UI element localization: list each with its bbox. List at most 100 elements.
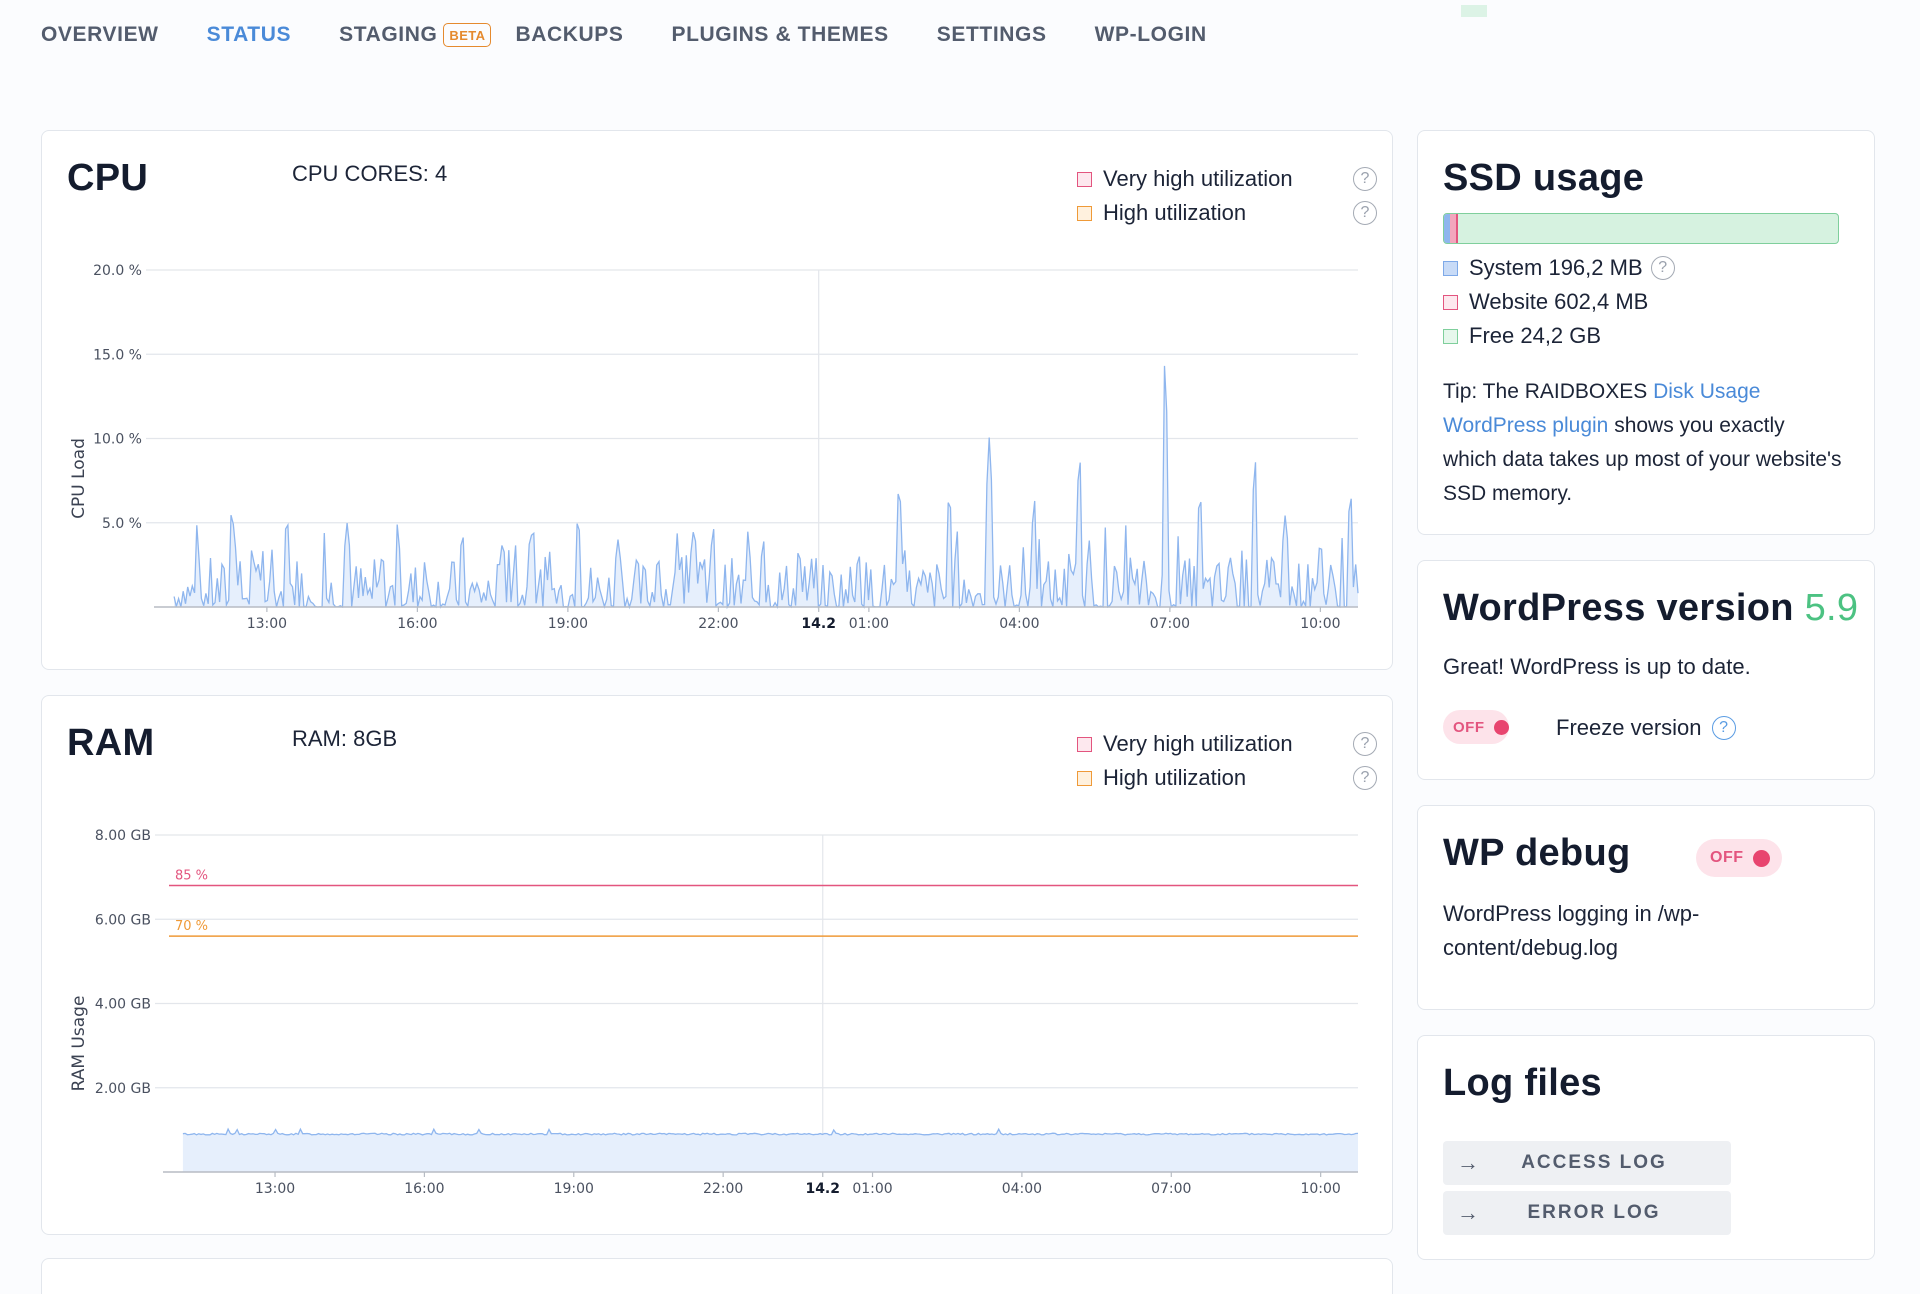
y-axis-label: RAM Usage bbox=[69, 996, 89, 1092]
y-tick-label: 6.00 GB bbox=[95, 912, 151, 928]
toggle-knob bbox=[1493, 719, 1509, 735]
ssd-system-segment bbox=[1444, 214, 1450, 243]
tab-wp-login[interactable]: WP-LOGIN bbox=[1094, 23, 1207, 46]
legend-swatch-orange bbox=[1077, 770, 1092, 786]
tip-suffix: shows you exactly which data takes up mo… bbox=[1443, 414, 1842, 505]
legend-swatch-pink bbox=[1077, 171, 1092, 187]
ssd-website-segment bbox=[1450, 214, 1458, 243]
help-icon[interactable]: ? bbox=[1353, 167, 1377, 191]
tab-plugins-themes[interactable]: PLUGINS & THEMES bbox=[671, 23, 889, 46]
y-tick-label: 20.0 % bbox=[93, 263, 142, 279]
x-tick-label: 16:00 bbox=[404, 1181, 444, 1197]
legend-very-high: Very high utilization ? bbox=[1077, 162, 1377, 196]
cpu-cores: CPU CORES: 4 bbox=[292, 161, 448, 186]
wp-version-number: 5.9 bbox=[1804, 587, 1859, 629]
y-axis-label: CPU Load bbox=[69, 438, 89, 519]
ram-card: RAM RAM: 8GB Very high utilization ? Hig… bbox=[41, 695, 1393, 1235]
y-tick-label: 4.00 GB bbox=[95, 997, 151, 1013]
x-tick-label: 14.2 bbox=[805, 1181, 840, 1197]
x-tick-label: 07:00 bbox=[1151, 1181, 1191, 1197]
tab-staging-label: STAGING bbox=[339, 23, 438, 46]
tab-overview[interactable]: OVERVIEW bbox=[41, 23, 159, 46]
help-icon[interactable]: ? bbox=[1353, 766, 1377, 790]
wp-debug-toggle[interactable]: OFF bbox=[1696, 839, 1782, 877]
log-files-card: Log files → ACCESS LOG → ERROR LOG bbox=[1417, 1035, 1875, 1260]
tab-settings[interactable]: SETTINGS bbox=[936, 23, 1047, 46]
access-log-button[interactable]: → ACCESS LOG bbox=[1443, 1141, 1731, 1185]
legend-swatch-pink bbox=[1077, 736, 1092, 752]
y-tick-label: 15.0 % bbox=[93, 347, 142, 363]
main-nav: OVERVIEW STATUS STAGING BETA BACKUPS PLU… bbox=[41, 20, 1255, 50]
x-tick-label: 22:00 bbox=[703, 1181, 743, 1197]
tab-staging[interactable]: STAGING BETA bbox=[339, 23, 492, 47]
threshold-label: 70 % bbox=[175, 919, 208, 934]
ssd-title: SSD usage bbox=[1443, 157, 1645, 199]
next-card-stub bbox=[41, 1258, 1393, 1294]
legend-label: System 196,2 MB bbox=[1469, 255, 1643, 280]
ram-chart: 8.00 GB 6.00 GB 4.00 GB 2.00 GB RAM Usage 85 … bbox=[69, 828, 1359, 1197]
toggle-label: OFF bbox=[1710, 849, 1744, 866]
legend-label: Website 602,4 MB bbox=[1469, 289, 1649, 314]
x-tick-label: 10:00 bbox=[1300, 1181, 1340, 1197]
tip-prefix: Tip: The RAIDBOXES bbox=[1443, 380, 1654, 403]
help-icon[interactable]: ? bbox=[1353, 201, 1377, 225]
wp-version-title-text: WordPress version bbox=[1443, 587, 1805, 629]
x-tick-label: 04:00 bbox=[999, 616, 1039, 632]
x-tick-label: 16:00 bbox=[397, 616, 437, 632]
help-icon[interactable]: ? bbox=[1650, 256, 1675, 280]
nav-decoration bbox=[1461, 5, 1487, 17]
legend-label: Very high utilization bbox=[1103, 731, 1293, 756]
cpu-card: CPU CPU CORES: 4 Very high utilization ?… bbox=[41, 130, 1393, 670]
legend-label: Free 24,2 GB bbox=[1469, 323, 1602, 348]
wp-version-card: WordPress version 5.9 Great! WordPress i… bbox=[1417, 560, 1875, 780]
legend-label: High utilization bbox=[1103, 765, 1247, 790]
cpu-title: CPU bbox=[67, 157, 149, 199]
freeze-version-toggle[interactable]: OFF bbox=[1443, 710, 1509, 744]
ssd-tip: Tip: The RAIDBOXES Disk Usage WordPress … bbox=[1443, 375, 1843, 511]
series-area bbox=[182, 1129, 1358, 1172]
x-tick-label: 13:00 bbox=[255, 1181, 295, 1197]
arrow-right-icon: → bbox=[1457, 1150, 1479, 1175]
ssd-card: SSD usage System 196,2 MB ? Website 602,… bbox=[1417, 130, 1875, 535]
legend-swatch-pink bbox=[1443, 294, 1458, 310]
toggle-knob bbox=[1752, 849, 1770, 867]
ssd-legend-free: Free 24,2 GB bbox=[1443, 319, 1675, 353]
ram-legend: Very high utilization ? High utilization… bbox=[1077, 727, 1377, 795]
freeze-version: Freeze version ? bbox=[1556, 711, 1736, 745]
ssd-legend-system: System 196,2 MB ? bbox=[1443, 251, 1675, 285]
series-line bbox=[182, 1127, 1359, 1136]
x-tick-label: 10:00 bbox=[1300, 616, 1340, 632]
ssd-usage-bar bbox=[1443, 213, 1839, 244]
x-tick-label: 07:00 bbox=[1150, 616, 1190, 632]
legend-very-high: Very high utilization ? bbox=[1077, 727, 1377, 761]
series-line bbox=[173, 365, 1359, 610]
tab-backups[interactable]: BACKUPS bbox=[515, 23, 624, 46]
access-log-label: ACCESS LOG bbox=[1521, 1152, 1667, 1173]
legend-high: High utilization ? bbox=[1077, 196, 1377, 230]
legend-label: Very high utilization bbox=[1103, 166, 1293, 191]
beta-badge: BETA bbox=[443, 23, 492, 47]
ssd-legend-website: Website 602,4 MB bbox=[1443, 285, 1675, 319]
cpu-legend: Very high utilization ? High utilization… bbox=[1077, 162, 1377, 230]
wp-version-message: Great! WordPress is up to date. bbox=[1443, 654, 1751, 679]
x-tick-label: 13:00 bbox=[247, 616, 287, 632]
log-files-title: Log files bbox=[1443, 1062, 1602, 1104]
ssd-legend: System 196,2 MB ? Website 602,4 MB Free … bbox=[1443, 251, 1675, 353]
tab-status[interactable]: STATUS bbox=[206, 23, 292, 46]
wp-debug-title: WP debug bbox=[1443, 832, 1631, 874]
x-tick-label: 22:00 bbox=[698, 616, 738, 632]
x-tick-label: 19:00 bbox=[554, 1181, 594, 1197]
y-tick-label: 2.00 GB bbox=[95, 1081, 151, 1097]
freeze-version-label: Freeze version bbox=[1556, 715, 1702, 740]
y-tick-label: 8.00 GB bbox=[95, 828, 151, 844]
help-icon[interactable]: ? bbox=[1711, 716, 1736, 740]
x-tick-label: 01:00 bbox=[849, 616, 889, 632]
error-log-button[interactable]: → ERROR LOG bbox=[1443, 1191, 1731, 1235]
legend-high: High utilization ? bbox=[1077, 761, 1377, 795]
x-tick-label: 04:00 bbox=[1002, 1181, 1042, 1197]
error-log-label: ERROR LOG bbox=[1527, 1202, 1661, 1223]
disk-usage-plugin-link[interactable]: Disk Usage WordPress plugin bbox=[1443, 380, 1761, 437]
help-icon[interactable]: ? bbox=[1353, 732, 1377, 756]
x-tick-label: 14.2 bbox=[801, 616, 836, 632]
y-tick-label: 5.0 % bbox=[102, 516, 142, 532]
